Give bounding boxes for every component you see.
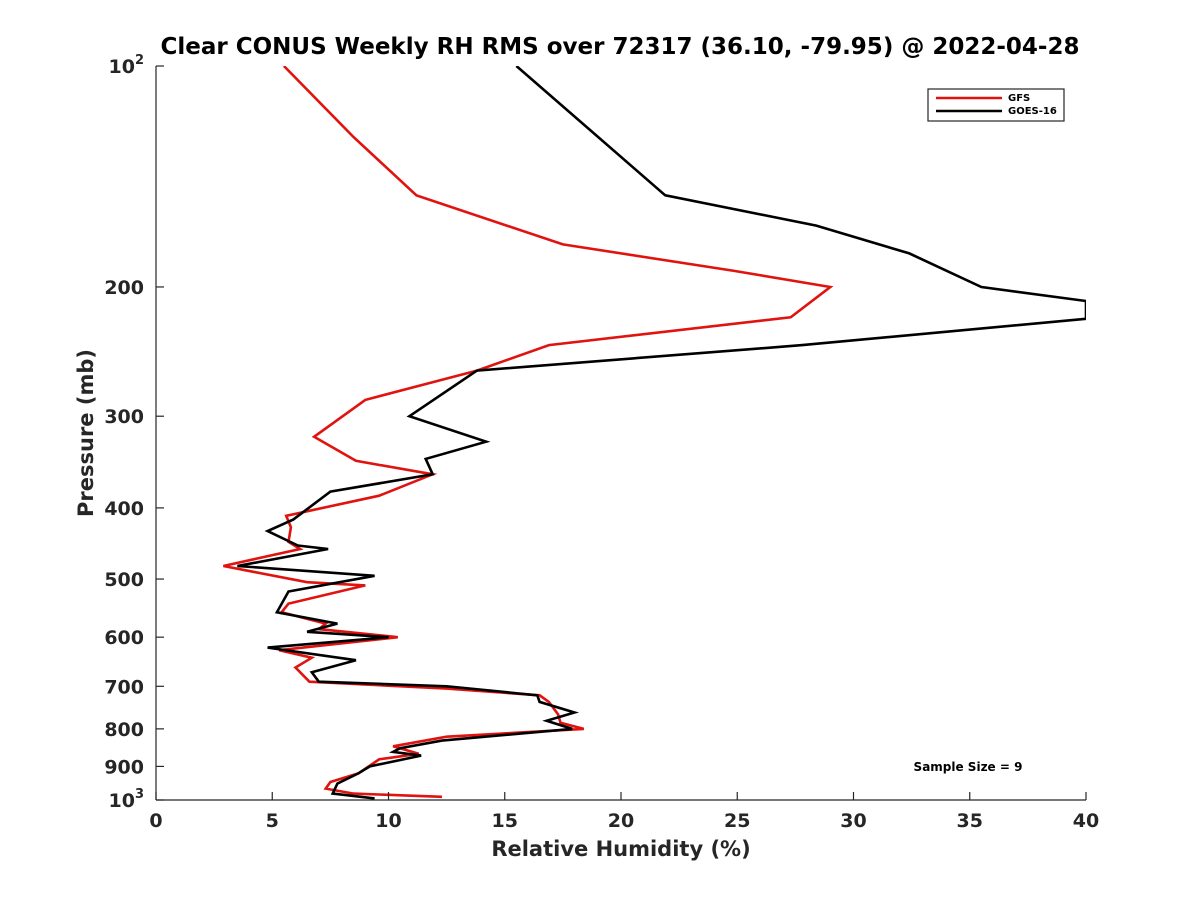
y-ticks: 102 200 300 400 500 600 700 800 900 103 — [104, 53, 164, 812]
legend-label-gfs: GFS — [1008, 93, 1030, 104]
legend: GFS GOES-16 — [927, 88, 1065, 122]
y-tick-label: 200 — [104, 277, 144, 299]
x-tick-label: 10 — [375, 810, 401, 832]
legend-label-goes16: GOES-16 — [1008, 106, 1057, 117]
y-tick-label: 300 — [104, 406, 144, 428]
x-tick-label: 0 — [149, 810, 162, 832]
y-tick-label: 103 — [109, 787, 145, 812]
y-tick-label: 900 — [104, 756, 144, 778]
y-tick-label: 700 — [104, 676, 144, 698]
y-tick-label: 102 — [109, 53, 145, 78]
sample-size-annotation: Sample Size = 9 — [914, 760, 1023, 774]
series-line-gfs — [223, 66, 834, 799]
legend-box — [927, 88, 1065, 122]
x-tick-label: 25 — [724, 810, 750, 832]
chart-title: Clear CONUS Weekly RH RMS over 72317 (36… — [161, 34, 1080, 60]
y-tick-label: 400 — [104, 498, 144, 520]
y-tick-label: 500 — [104, 569, 144, 591]
y-axis-label: Pressure (mb) — [74, 349, 98, 517]
x-axis-label: Relative Humidity (%) — [491, 837, 750, 861]
x-tick-label: 20 — [608, 810, 634, 832]
series-line-goes16 — [237, 66, 1086, 800]
x-tick-label: 5 — [266, 810, 279, 832]
y-tick-label: 600 — [104, 627, 144, 649]
x-tick-label: 40 — [1073, 810, 1099, 832]
y-tick-label: 800 — [104, 719, 144, 741]
x-tick-label: 30 — [840, 810, 866, 832]
x-tick-label: 35 — [957, 810, 983, 832]
series-layer — [223, 66, 1086, 800]
x-ticks: 0 5 10 15 20 25 30 35 40 — [149, 792, 1099, 832]
x-tick-label: 15 — [492, 810, 518, 832]
axes — [155, 66, 1086, 801]
